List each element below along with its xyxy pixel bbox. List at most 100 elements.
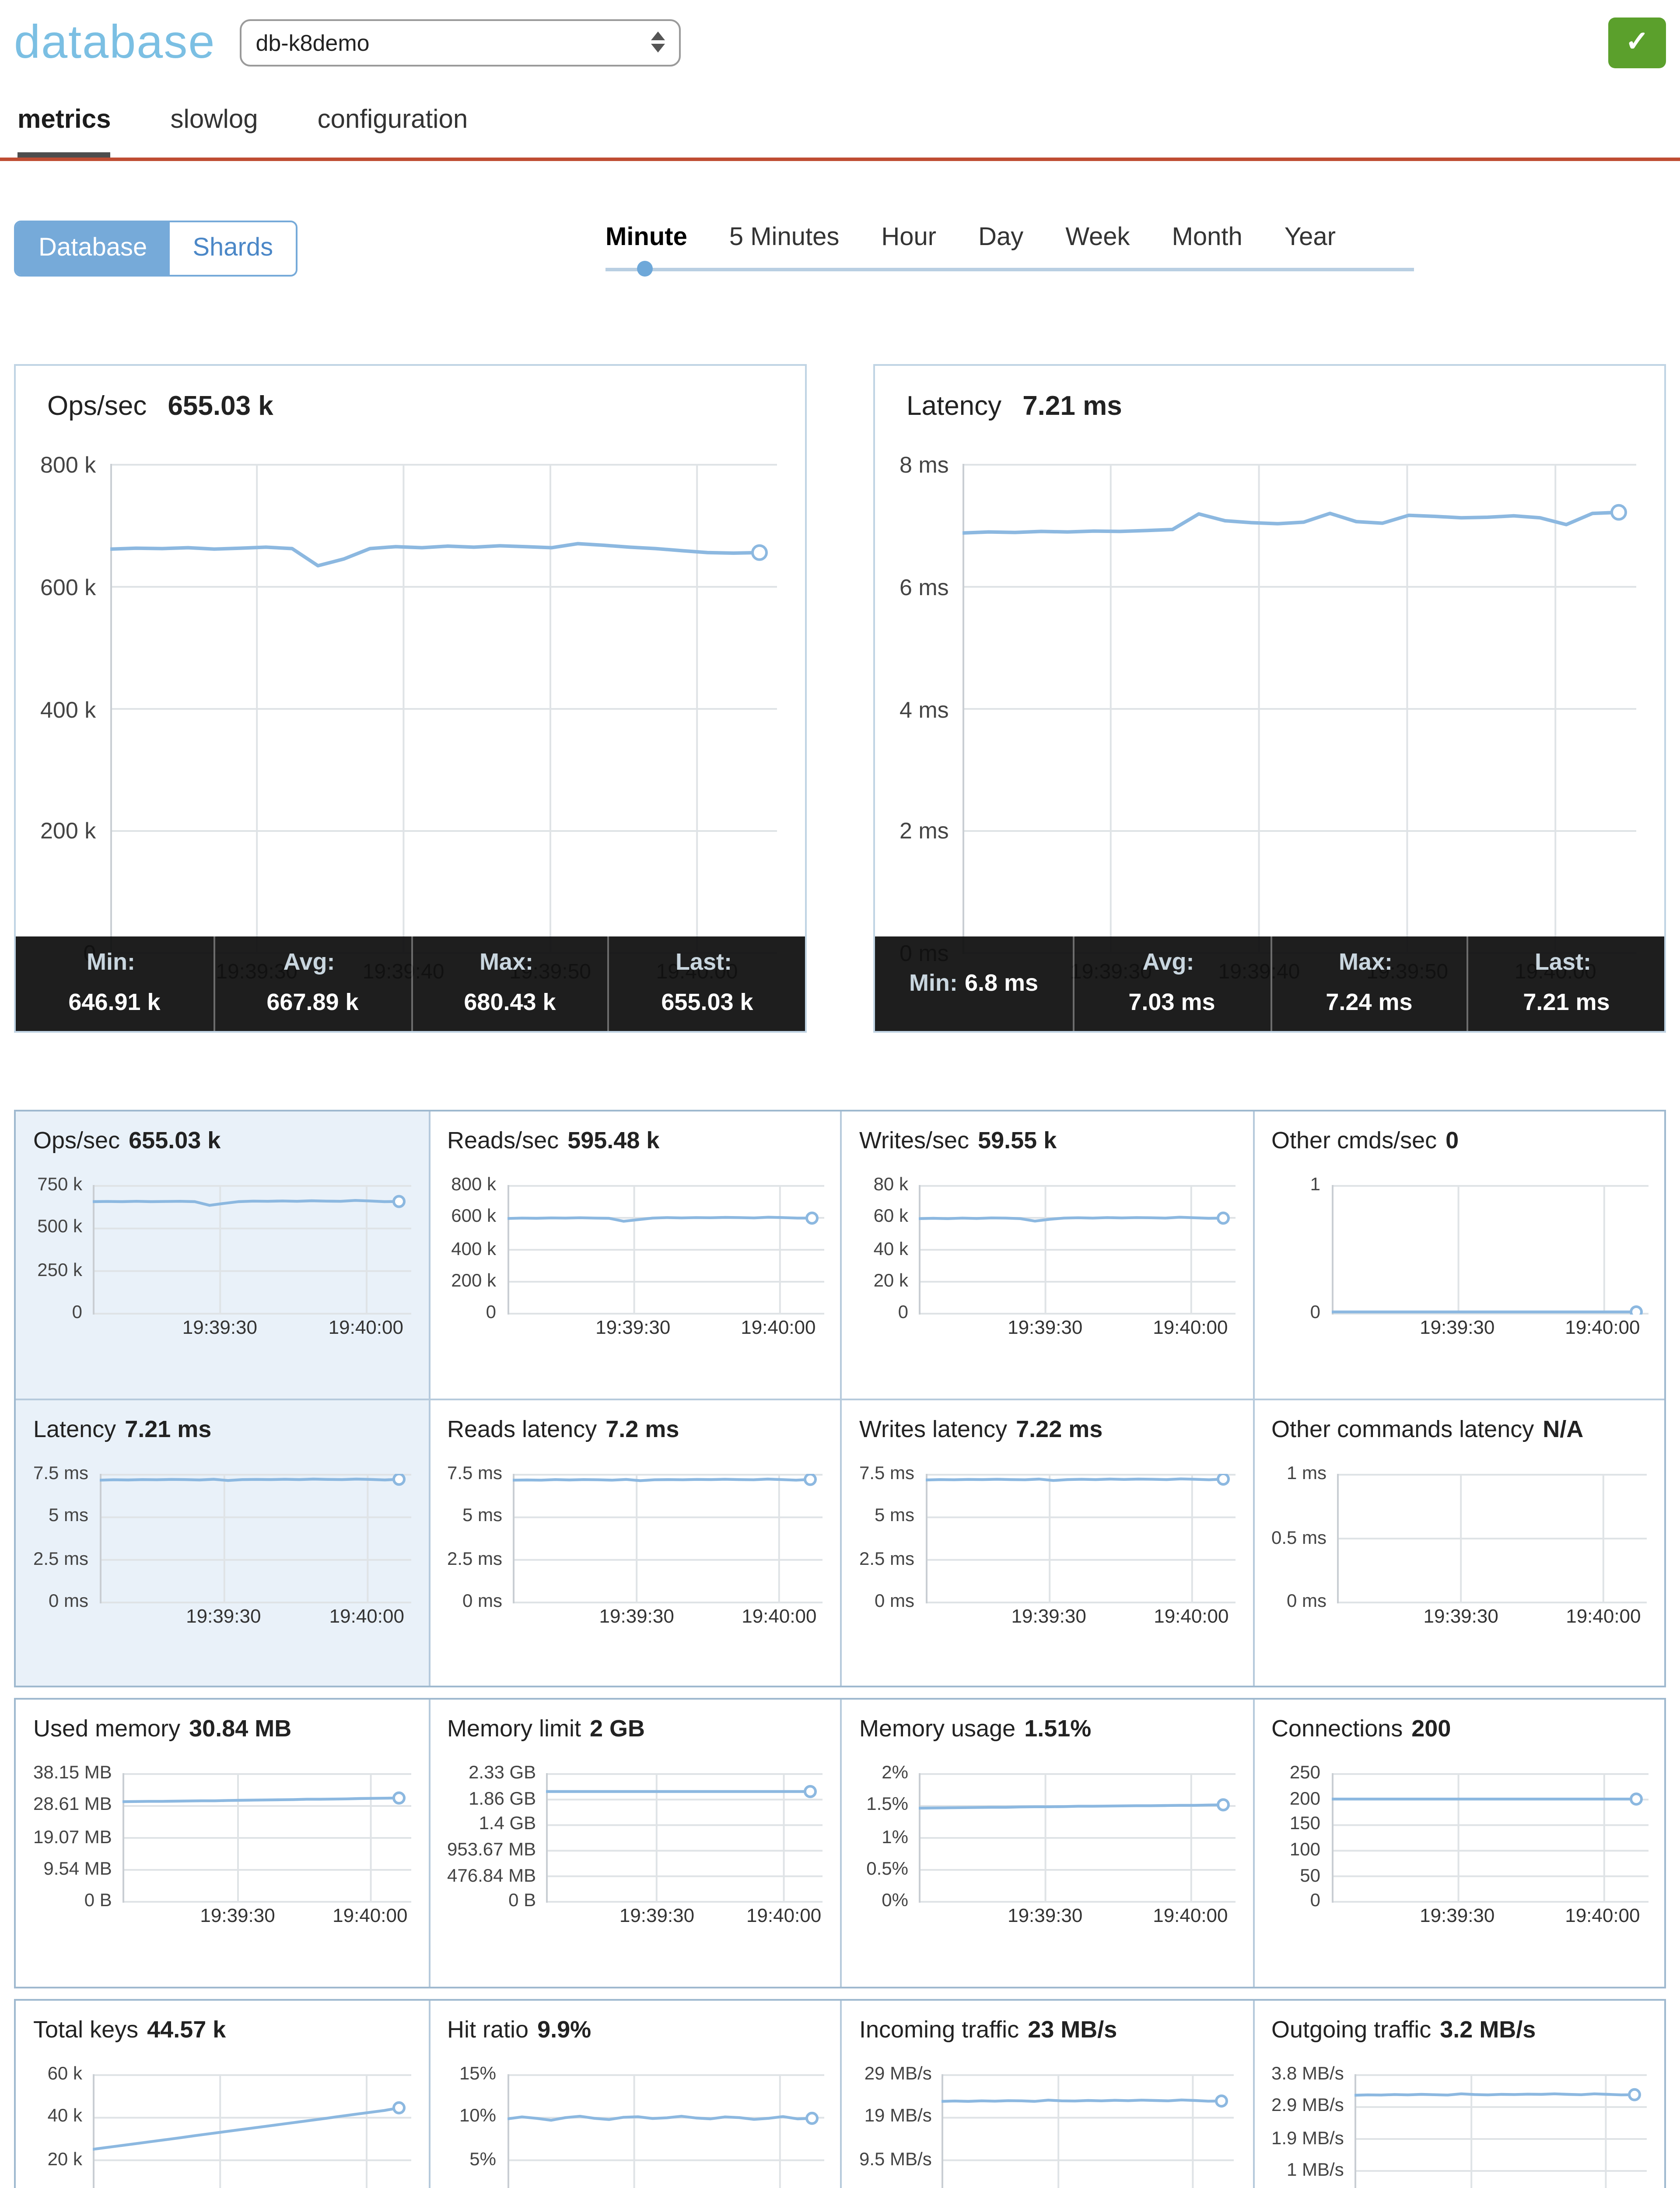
stat-last: Last: 7.21 ms bbox=[1467, 936, 1664, 1031]
database-selector[interactable]: db-k8demo bbox=[240, 18, 681, 66]
total-keys-y-axis: 60 k40 k20 k0 bbox=[33, 2065, 82, 2188]
y-tick: 2% bbox=[882, 1762, 908, 1784]
time-range-5-minutes[interactable]: 5 Minutes bbox=[729, 224, 840, 252]
time-range-year[interactable]: Year bbox=[1284, 224, 1336, 252]
other-commands-latency-line-chart bbox=[1337, 1473, 1647, 1603]
tile-ops-sec[interactable]: Ops/sec 655.03 k 750 k 500 k 250 k 0 19:39:30 1… bbox=[16, 1112, 428, 1399]
tile-incoming-traffic[interactable]: Incoming traffic 23 MB/s 29 MB/s 19 MB/s 9.5… bbox=[840, 2001, 1252, 2188]
latency-plot: 19:39:30 19:40:00 bbox=[99, 1473, 411, 1628]
y-tick: 250 bbox=[1289, 1762, 1320, 1784]
x-tick: 19:40:00 bbox=[1565, 1318, 1640, 1339]
time-range-week[interactable]: Week bbox=[1065, 224, 1130, 252]
panel-title-ops-sec: Ops/sec 655.03 k bbox=[47, 392, 273, 424]
tile-reads-sec[interactable]: Reads/sec 595.48 k 800 k 600 k 400 k 200 k 0 19… bbox=[428, 1112, 840, 1399]
tile-metric-value: 1.51% bbox=[1024, 1715, 1092, 1742]
panel-title-latency: Latency 7.21 ms bbox=[906, 392, 1122, 424]
time-range-minute[interactable]: Minute bbox=[606, 224, 687, 252]
outgoing-traffic-line-chart bbox=[1354, 2074, 1647, 2188]
select-stepper-icon bbox=[651, 32, 665, 53]
y-tick: 0 bbox=[1310, 1891, 1320, 1912]
time-range-labels: Minute 5 Minutes Hour Day Week Month Year bbox=[606, 224, 1414, 252]
x-tick: 19:39:30 bbox=[200, 1906, 275, 1927]
y-tick: 0 bbox=[72, 1303, 82, 1324]
time-range-month[interactable]: Month bbox=[1172, 224, 1242, 252]
x-tick: 19:40:00 bbox=[746, 1906, 822, 1927]
stat-label: Avg: bbox=[1142, 949, 1194, 975]
tile-other-cmds-sec[interactable]: Other cmds/sec 0 1 0 19:39:30 19:40:00 bbox=[1252, 1112, 1664, 1399]
y-tick: 500 k bbox=[37, 1217, 82, 1238]
y-tick: 0 bbox=[898, 1303, 908, 1324]
tile-title-latency: Latency 7.21 ms bbox=[33, 1416, 410, 1446]
time-range-slider-dot[interactable] bbox=[637, 261, 653, 277]
confirm-button[interactable]: ✓ bbox=[1608, 17, 1666, 67]
memory-limit-y-axis: 2.33 GB 1.86 GB 1.4 GB 953.67 MB 476.84 MB 0 … bbox=[447, 1764, 536, 1910]
memory-limit-chart-area: 2.33 GB 1.86 GB 1.4 GB 953.67 MB 476.84 MB 0 … bbox=[447, 1764, 823, 1927]
tab-configuration[interactable]: configuration bbox=[317, 105, 468, 135]
time-range-hour[interactable]: Hour bbox=[881, 224, 937, 252]
memory-usage-chart-area: 2% 1.5% 1% 0.5% 0% 19:39:30 19:40:00 bbox=[859, 1764, 1236, 1927]
stat-value: 7.21 ms bbox=[1523, 989, 1610, 1016]
incoming-traffic-y-axis: 29 MB/s19 MB/s9.5 MB/s0 B/s bbox=[859, 2065, 932, 2188]
tab-metrics[interactable]: metrics bbox=[18, 105, 111, 158]
y-tick: 400 k bbox=[451, 1238, 496, 1260]
y-tick: 2.5 ms bbox=[447, 1549, 503, 1570]
reads-latency-chart-area: 7.5 ms 5 ms 2.5 ms 0 ms 19:39:30 19:40:00 bbox=[447, 1465, 823, 1628]
tile-metric-value: 595.48 k bbox=[567, 1127, 660, 1154]
tile-title-reads-latency: Reads latency 7.2 ms bbox=[447, 1416, 822, 1446]
x-tick: 19:40:00 bbox=[741, 1318, 816, 1339]
reads-latency-plot: 19:39:30 19:40:00 bbox=[513, 1473, 823, 1628]
tile-reads-latency[interactable]: Reads latency 7.2 ms 7.5 ms 5 ms 2.5 ms 0 ms 1… bbox=[428, 1399, 840, 1686]
tile-used-memory[interactable]: Used memory 30.84 MB 38.15 MB 28.61 MB 19.07… bbox=[16, 1700, 428, 1987]
tile-writes-sec[interactable]: Writes/sec 59.55 k 80 k 60 k 40 k 20 k 0 19:39:… bbox=[840, 1112, 1252, 1399]
y-tick: 7.5 ms bbox=[447, 1463, 503, 1484]
tile-outgoing-traffic[interactable]: Outgoing traffic 3.2 MB/s 3.8 MB/s 2.9 MB/s… bbox=[1252, 2001, 1664, 2188]
y-tick: 0.5% bbox=[866, 1859, 908, 1880]
tile-other-commands-latency[interactable]: Other commands latency N/A 1 ms 0.5 ms 0 ms 1… bbox=[1252, 1399, 1664, 1686]
y-tick: 5 ms bbox=[49, 1506, 89, 1527]
y-tick: 400 k bbox=[40, 696, 96, 722]
panel-metric-name: Latency bbox=[906, 392, 1002, 422]
scope-shards-button[interactable]: Shards bbox=[170, 222, 296, 275]
time-range-track[interactable] bbox=[606, 261, 1414, 277]
stat-label: Last: bbox=[1534, 949, 1591, 975]
tile-memory-limit[interactable]: Memory limit 2 GB 2.33 GB 1.86 GB 1.4 GB 953.… bbox=[428, 1700, 840, 1987]
tile-metric-name: Connections bbox=[1271, 1715, 1403, 1742]
hit-ratio-y-axis: 15%10%5%0% bbox=[447, 2065, 496, 2188]
stat-min: Min: 6.8 ms bbox=[875, 936, 1072, 1031]
scope-toggle: Database Shards bbox=[14, 221, 298, 277]
other-commands-latency-y-axis: 1 ms 0.5 ms 0 ms bbox=[1271, 1465, 1326, 1611]
y-tick: 8 ms bbox=[900, 452, 949, 478]
tile-writes-latency[interactable]: Writes latency 7.22 ms 7.5 ms 5 ms 2.5 ms 0 m… bbox=[840, 1399, 1252, 1686]
ops-sec-y-axis: 750 k 500 k 250 k 0 bbox=[33, 1176, 82, 1322]
tile-latency[interactable]: Latency 7.21 ms 7.5 ms 5 ms 2.5 ms 0 ms 19:39:… bbox=[16, 1399, 428, 1686]
y-tick: 0 B bbox=[84, 1891, 112, 1912]
x-tick: 19:40:00 bbox=[329, 1606, 404, 1628]
connections-chart-area: 250 200 150 100 50 0 19:39:30 19:40:00 bbox=[1271, 1764, 1648, 1927]
y-tick: 60 k bbox=[47, 2063, 82, 2085]
scope-database-button[interactable]: Database bbox=[16, 222, 170, 275]
tile-metric-value: 2 GB bbox=[590, 1715, 645, 1742]
tile-connections[interactable]: Connections 200 250 200 150 100 50 0 19:39:30 19:… bbox=[1252, 1700, 1664, 1987]
time-range-day[interactable]: Day bbox=[978, 224, 1024, 252]
tile-title-memory-usage: Memory usage 1.51% bbox=[859, 1715, 1235, 1745]
memory-limit-plot: 19:39:30 19:40:00 bbox=[546, 1773, 823, 1927]
other-cmds-sec-chart-area: 1 0 19:39:30 19:40:00 bbox=[1271, 1176, 1648, 1339]
reads-latency-y-axis: 7.5 ms 5 ms 2.5 ms 0 ms bbox=[447, 1465, 503, 1611]
latency-line-chart bbox=[99, 1473, 411, 1603]
tile-memory-usage[interactable]: Memory usage 1.51% 2% 1.5% 1% 0.5% 0% 19:39:30 1… bbox=[840, 1700, 1252, 1987]
controls-row: Database Shards Minute 5 Minutes Hour Day Wee… bbox=[14, 221, 1666, 301]
tile-title-other-cmds-sec: Other cmds/sec 0 bbox=[1271, 1127, 1647, 1157]
y-tick: 4 ms bbox=[900, 696, 949, 722]
stat-avg: Avg: 667.89 k bbox=[213, 936, 410, 1031]
tab-slowlog[interactable]: slowlog bbox=[170, 105, 258, 135]
y-tick: 600 k bbox=[40, 574, 96, 600]
